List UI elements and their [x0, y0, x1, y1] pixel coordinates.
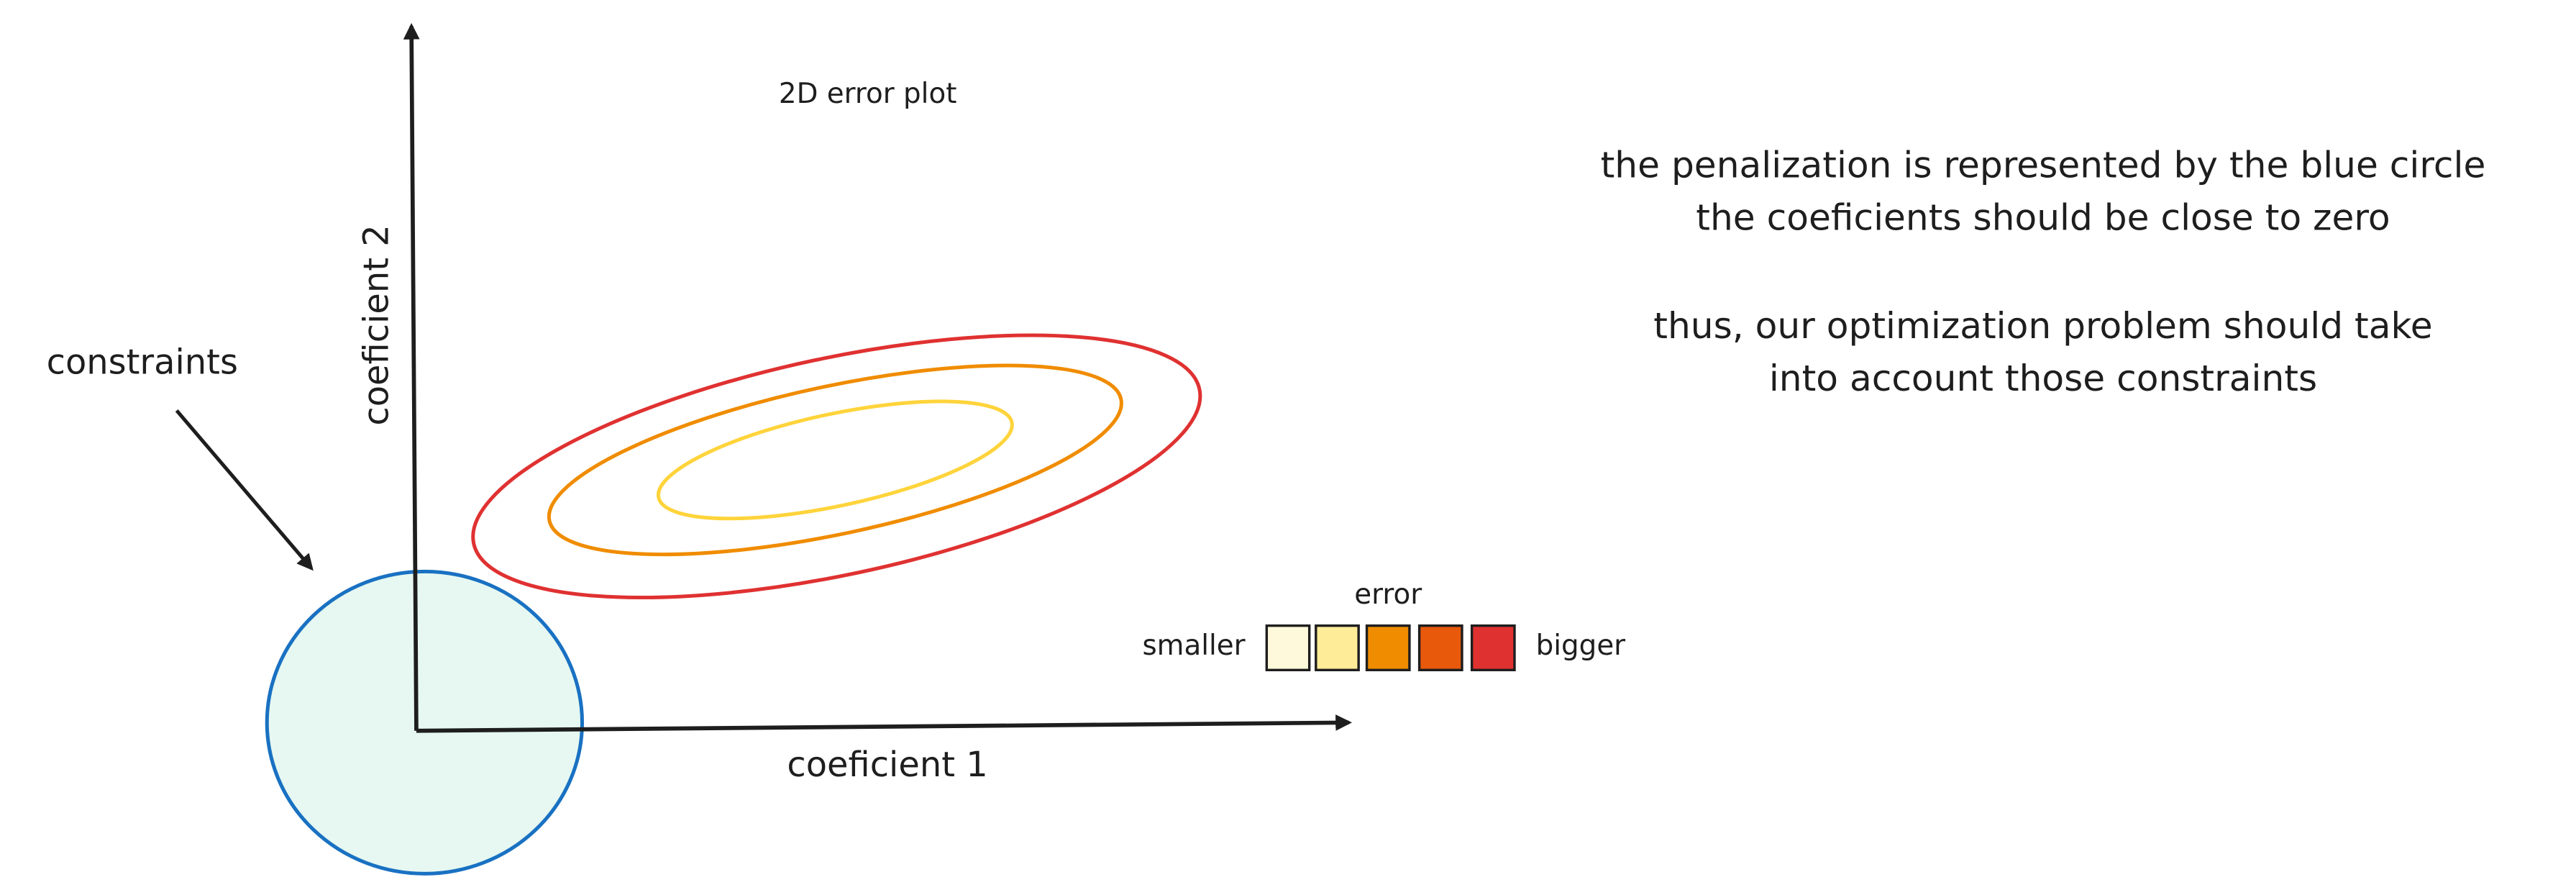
x-axis [416, 714, 1353, 733]
legend-swatch [1265, 624, 1311, 671]
note-line: the coeficients should be close to zero [1696, 196, 2390, 238]
legend-low: smaller [1142, 630, 1245, 662]
note-line: thus, our optimization problem should ta… [1653, 304, 2432, 347]
legend-swatch [1365, 624, 1411, 671]
y-axis-label: coeficient 2 [357, 224, 396, 425]
legend-title: error [1354, 578, 1422, 611]
legend-high: bigger [1536, 630, 1626, 662]
error-contour-outer [471, 333, 1202, 600]
legend-swatch [1417, 624, 1463, 671]
error-contour-middle [547, 363, 1123, 557]
constraints-arrow [175, 409, 314, 571]
legend-swatch [1315, 624, 1360, 671]
error-contour-inner [656, 399, 1014, 521]
constraints-label: constraints [47, 343, 238, 383]
constraint-circle [265, 569, 585, 876]
x-axis-label: coeficient 1 [787, 745, 987, 785]
y-axis [403, 22, 420, 731]
note-line: the penalization is represented by the b… [1601, 143, 2486, 186]
note-line: into account those constraints [1769, 357, 2317, 399]
title: 2D error plot [779, 78, 957, 110]
legend-swatch [1470, 624, 1516, 671]
